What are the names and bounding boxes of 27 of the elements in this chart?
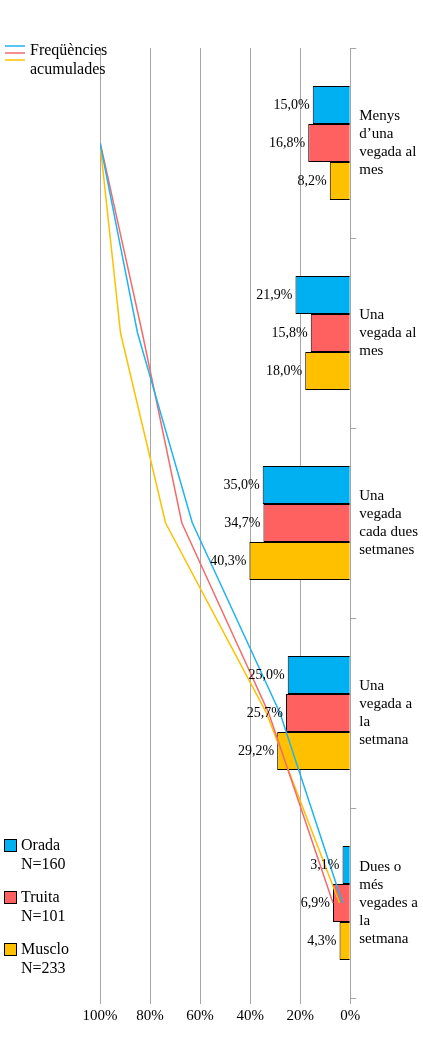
legend-label: Musclo N=233 bbox=[21, 939, 70, 977]
x-tick-label: 40% bbox=[236, 1006, 264, 1023]
data-label: 6,9% bbox=[300, 894, 331, 910]
data-label: 16,8% bbox=[269, 134, 306, 150]
data-label: 34,7% bbox=[224, 514, 261, 530]
data-label: 18,0% bbox=[266, 362, 303, 378]
data-label: 15,8% bbox=[271, 324, 309, 340]
annotation: Freqüències acumulades bbox=[30, 40, 108, 78]
y-tick-label: Menys d’una vegada al mes bbox=[359, 106, 417, 177]
data-label: 21,9% bbox=[256, 286, 293, 302]
legend-label: Truita N=101 bbox=[21, 887, 67, 925]
data-label: 15,0% bbox=[273, 96, 311, 112]
x-tick-label: 80% bbox=[136, 1006, 164, 1023]
x-tick-label: 0% bbox=[340, 1006, 361, 1023]
data-label: 40,3% bbox=[210, 552, 247, 568]
data-label: 29,2% bbox=[238, 742, 275, 758]
y-tick-label: Dues o més vegades a la setmana bbox=[359, 857, 419, 946]
y-tick-label: Una vegada al mes bbox=[359, 305, 417, 358]
legend-label: Orada N=160 bbox=[21, 835, 67, 873]
x-tick-label: 20% bbox=[286, 1006, 314, 1023]
y-tick-label: Una vegada a la setmana bbox=[359, 676, 413, 747]
x-tick-label: 100% bbox=[82, 1006, 118, 1023]
x-tick-label: 60% bbox=[186, 1006, 214, 1023]
data-label: 8,2% bbox=[297, 172, 328, 188]
data-label: 35,0% bbox=[223, 476, 261, 492]
data-label: 4,3% bbox=[307, 932, 337, 948]
y-tick-label: Una vegada cada dues setmanes bbox=[359, 486, 419, 557]
